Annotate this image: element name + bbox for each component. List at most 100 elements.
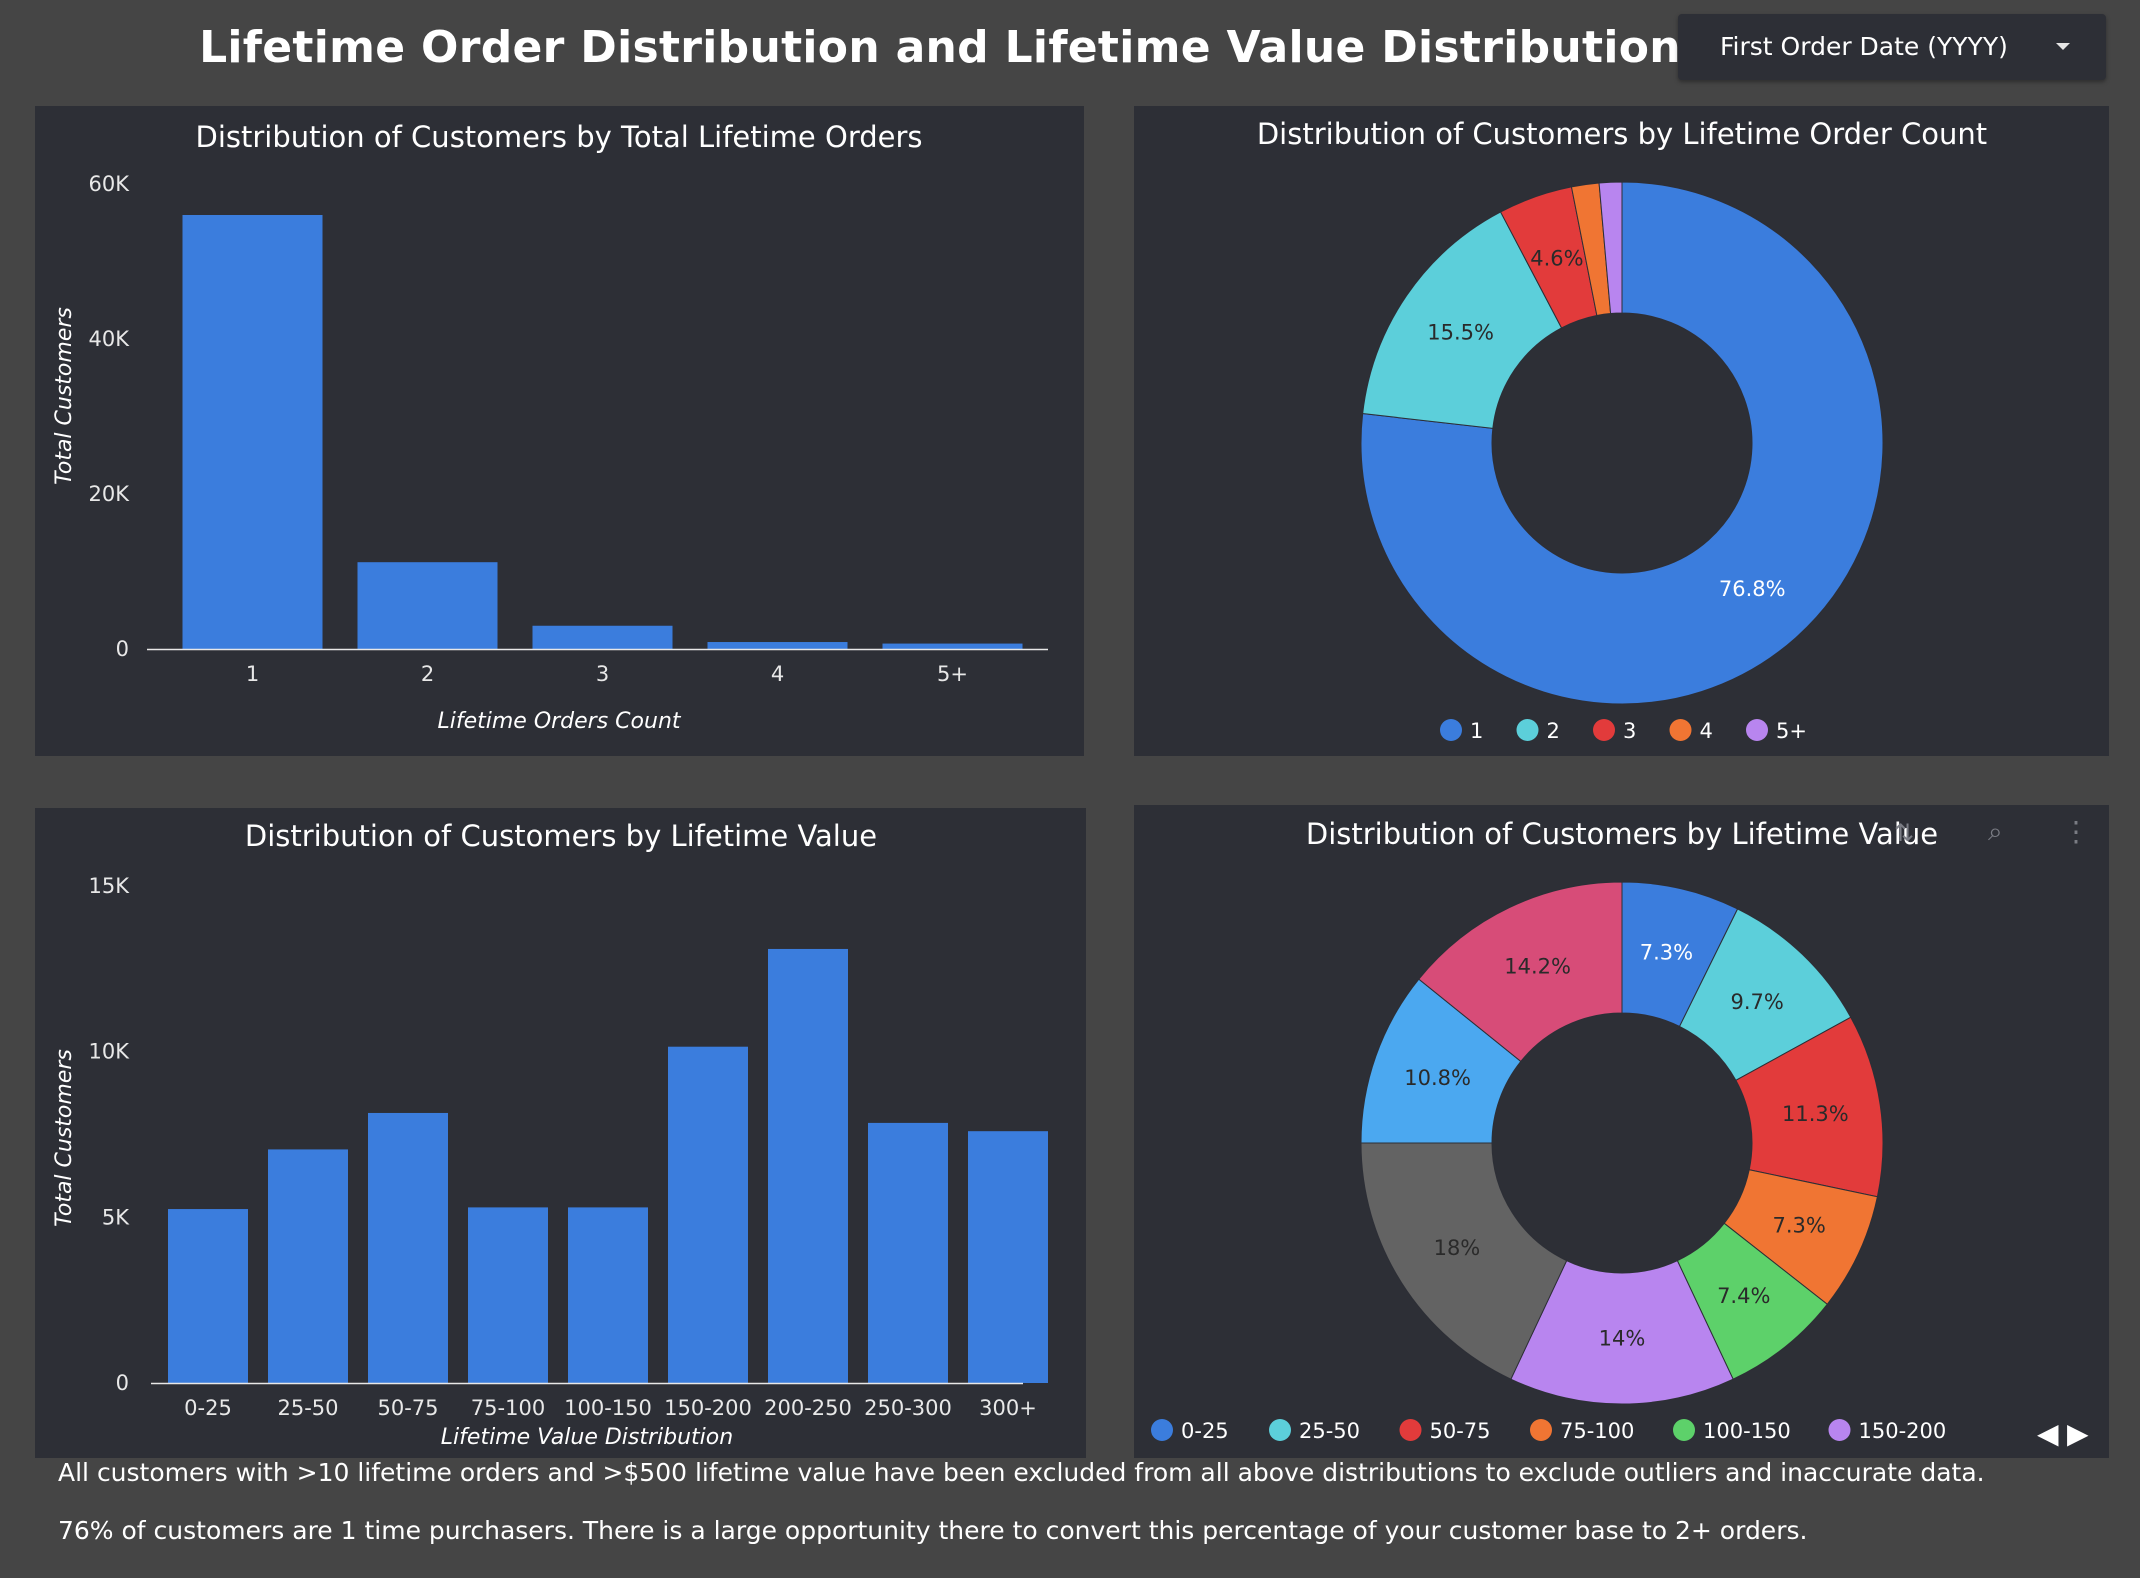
bar-200-250[interactable]	[768, 948, 848, 1383]
legend-item-0-25[interactable]: 0-25	[1181, 1419, 1229, 1443]
slice-label: 15.5%	[1427, 321, 1494, 345]
legend-item-1[interactable]: 1	[1470, 719, 1483, 743]
page-title: Lifetime Order Distribution and Lifetime…	[199, 22, 1681, 73]
x-tick-label: 250-300	[864, 1396, 952, 1420]
note-exclusions: All customers with >10 lifetime orders a…	[58, 1458, 1985, 1487]
note-insight: 76% of customers are 1 time purchasers. …	[58, 1516, 1808, 1545]
legend-swatch	[1669, 719, 1692, 741]
legend-item-2[interactable]: 2	[1547, 719, 1560, 743]
x-axis-label: Lifetime Value Distribution	[441, 1425, 733, 1450]
chart-title: Distribution of Customers by Total Lifet…	[195, 120, 922, 154]
slice-label: 11.3%	[1782, 1102, 1849, 1126]
slice-label: 7.4%	[1717, 1284, 1770, 1308]
bar-150-200[interactable]	[668, 1046, 748, 1383]
x-tick-label: 50-75	[377, 1396, 438, 1420]
bar-25-50[interactable]	[268, 1149, 348, 1383]
legend-item-3[interactable]: 3	[1623, 719, 1636, 743]
bar-1[interactable]	[182, 215, 323, 649]
slice-label: 4.6%	[1530, 247, 1583, 271]
slice-label: 7.3%	[1772, 1214, 1825, 1238]
x-tick-label: 200-250	[764, 1396, 852, 1420]
legend-item-150-200[interactable]: 150-200	[1859, 1419, 1947, 1443]
chevron-down-icon	[2056, 43, 2070, 50]
slice-200-250[interactable]	[1360, 1142, 1568, 1380]
x-tick-label: 100-150	[564, 1396, 652, 1420]
bar-100-150[interactable]	[568, 1207, 648, 1383]
orders-bar-chart: Distribution of Customers by Total Lifet…	[52, 120, 1048, 734]
legend-swatch	[1828, 1419, 1851, 1441]
sort-az-icon[interactable]: ⇅	[1894, 819, 1915, 847]
bar-2[interactable]	[357, 562, 498, 649]
value-donut-chart: Distribution of Customers by Lifetime Va…	[1151, 817, 1947, 1443]
x-tick-label: 150-200	[664, 1396, 752, 1420]
bar-300+[interactable]	[968, 1131, 1048, 1383]
slice-5+[interactable]	[1598, 181, 1623, 315]
slice-label: 10.8%	[1404, 1066, 1471, 1090]
legend-swatch	[1516, 719, 1539, 741]
slice-label: 14%	[1599, 1327, 1646, 1351]
slice-300+[interactable]	[1418, 881, 1623, 1063]
chevron-left-icon[interactable]: ◀	[2037, 1417, 2059, 1450]
filter-label: First Order Date (YYYY)	[1720, 32, 2008, 61]
legend-swatch	[1530, 1419, 1552, 1441]
legend-swatch	[1746, 719, 1768, 741]
value-donut-panel: Distribution of Customers by Lifetime Va…	[1134, 805, 2109, 1458]
x-tick-label: 4	[771, 662, 784, 686]
orders-donut-panel: Distribution of Customers by Lifetime Or…	[1134, 106, 2109, 756]
y-tick-label: 15K	[89, 874, 131, 898]
slice-label: 18%	[1434, 1236, 1481, 1260]
slice-150-200[interactable]	[1510, 1259, 1734, 1405]
x-tick-label: 300+	[979, 1396, 1037, 1420]
x-tick-label: 25-50	[277, 1396, 338, 1420]
bar-5+[interactable]	[882, 643, 1023, 649]
y-tick-label: 40K	[89, 327, 131, 351]
zoom-icon[interactable]: ⌕	[1988, 817, 2003, 847]
chart-title: Distribution of Customers by Lifetime Va…	[1306, 817, 1938, 851]
y-axis-label: Total Customers	[52, 1049, 77, 1227]
legend-swatch	[1269, 1419, 1291, 1441]
x-tick-label: 1	[246, 662, 259, 686]
first-order-date-filter[interactable]: First Order Date (YYYY)	[1678, 14, 2106, 80]
x-tick-label: 3	[596, 662, 609, 686]
bar-50-75[interactable]	[368, 1112, 448, 1383]
bar-75-100[interactable]	[468, 1207, 548, 1383]
slice-label: 7.3%	[1640, 941, 1693, 965]
notes: All customers with >10 lifetime orders a…	[58, 1460, 2098, 1576]
slice-1[interactable]	[1360, 181, 1884, 705]
chart-title: Distribution of Customers by Lifetime Va…	[245, 819, 877, 853]
slice-label: 9.7%	[1730, 990, 1783, 1014]
bar-3[interactable]	[532, 625, 673, 649]
legend-item-25-50[interactable]: 25-50	[1299, 1419, 1360, 1443]
legend-swatch	[1593, 719, 1615, 741]
x-tick-label: 5+	[937, 662, 968, 686]
y-tick-label: 5K	[102, 1205, 130, 1229]
y-tick-label: 0	[116, 637, 129, 661]
legend-item-75-100[interactable]: 75-100	[1560, 1419, 1634, 1443]
slice-2[interactable]	[1362, 211, 1563, 429]
value-bar-panel: Distribution of Customers by Lifetime Va…	[35, 808, 1086, 1458]
chevron-right-icon[interactable]: ▶	[2067, 1417, 2089, 1450]
x-tick-label: 0-25	[184, 1396, 232, 1420]
bar-0-25[interactable]	[168, 1209, 248, 1383]
legend-swatch	[1440, 719, 1462, 741]
legend-item-50-75[interactable]: 50-75	[1430, 1419, 1491, 1443]
bar-4[interactable]	[707, 642, 848, 649]
legend-swatch	[1399, 1419, 1422, 1441]
chart-title: Distribution of Customers by Lifetime Or…	[1257, 117, 1987, 151]
legend-swatch	[1151, 1419, 1173, 1441]
x-axis-label: Lifetime Orders Count	[437, 709, 681, 734]
legend-item-5+[interactable]: 5+	[1776, 719, 1807, 743]
x-tick-label: 2	[421, 662, 434, 686]
legend-swatch	[1673, 1419, 1695, 1441]
legend-item-4[interactable]: 4	[1700, 719, 1713, 743]
slice-label: 76.8%	[1719, 577, 1786, 601]
y-axis-label: Total Customers	[52, 307, 77, 485]
y-tick-label: 10K	[89, 1040, 131, 1064]
y-tick-label: 20K	[89, 482, 131, 506]
legend-item-100-150[interactable]: 100-150	[1703, 1419, 1791, 1443]
orders-donut-chart: Distribution of Customers by Lifetime Or…	[1257, 117, 1987, 743]
y-tick-label: 0	[116, 1371, 129, 1395]
more-vert-icon[interactable]: ⋮	[2062, 815, 2090, 848]
x-tick-label: 75-100	[471, 1396, 545, 1420]
bar-250-300[interactable]	[868, 1122, 948, 1383]
